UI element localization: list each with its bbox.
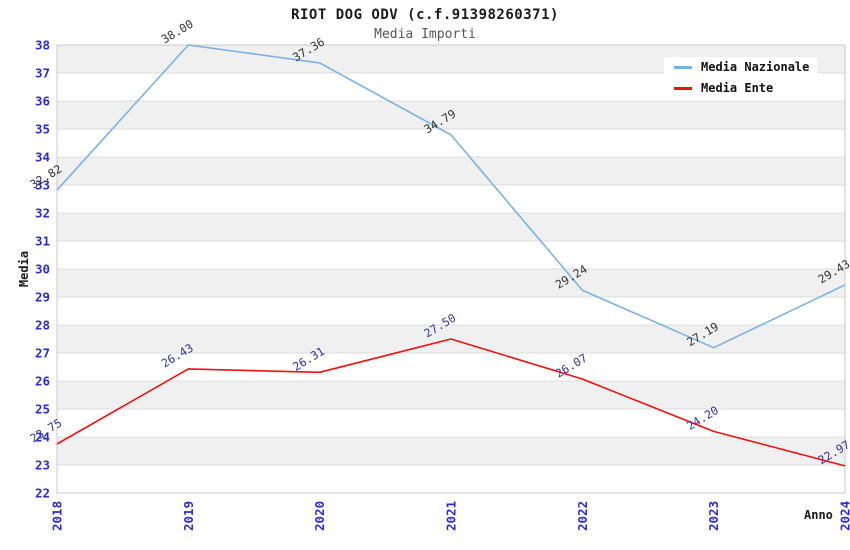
grid-stripe: [57, 381, 845, 409]
legend-item-media-ente: Media Ente: [664, 78, 818, 98]
y-tick-label: 26: [35, 374, 50, 389]
x-axis-title: Anno: [804, 508, 833, 522]
y-tick-label: 33: [35, 178, 50, 193]
x-tick-label: 2021: [444, 501, 459, 531]
series-line-media-ente: [56, 338, 846, 467]
legend-label-media-ente: Media Ente: [701, 81, 774, 95]
x-tick-label: 2019: [181, 501, 196, 531]
legend-line-marker-nazionale: [674, 65, 692, 69]
y-tick-label: 37: [35, 66, 50, 81]
y-tick-label: 23: [35, 458, 50, 473]
legend-line-marker-ente: [674, 86, 692, 90]
y-tick-label: 27: [35, 346, 50, 361]
grid-stripe: [57, 269, 845, 297]
y-tick-label: 32: [35, 206, 50, 221]
series-line-media-nazionale: [56, 44, 846, 349]
y-axis-title: Media: [17, 250, 31, 288]
y-tick-label: 28: [35, 318, 50, 333]
plot-border: [56, 44, 846, 494]
y-tick-label: 25: [35, 402, 50, 417]
x-tick-label: 2024: [838, 501, 850, 531]
x-tick-label: 2020: [312, 501, 327, 531]
data-point-label: 38.00: [159, 17, 196, 47]
grid-stripe: [57, 437, 845, 465]
y-tick-label: 30: [35, 262, 50, 277]
grid-stripe: [57, 157, 845, 185]
legend: Media Nazionale Media Ente: [664, 57, 818, 98]
y-tick-label: 22: [35, 486, 50, 501]
y-tick-label: 35: [35, 122, 50, 137]
grid-stripe: [57, 213, 845, 241]
y-tick-label: 31: [35, 234, 50, 249]
legend-label-media-nazionale: Media Nazionale: [701, 60, 810, 74]
y-tick-label: 24: [35, 430, 50, 445]
chart-title: RIOT DOG ODV (c.f.91398260371): [291, 7, 559, 23]
x-tick-label: 2018: [50, 501, 65, 531]
y-tick-label: 36: [35, 94, 50, 109]
grid-stripe: [57, 101, 845, 129]
y-tick-label: 38: [35, 38, 50, 53]
y-tick-label: 29: [35, 290, 50, 305]
x-tick-label: 2023: [706, 501, 721, 531]
chart-subtitle: Media Importi: [374, 27, 476, 42]
legend-item-media-nazionale: Media Nazionale: [664, 57, 818, 77]
y-tick-label: 34: [35, 150, 50, 165]
x-tick-label: 2022: [575, 501, 590, 531]
